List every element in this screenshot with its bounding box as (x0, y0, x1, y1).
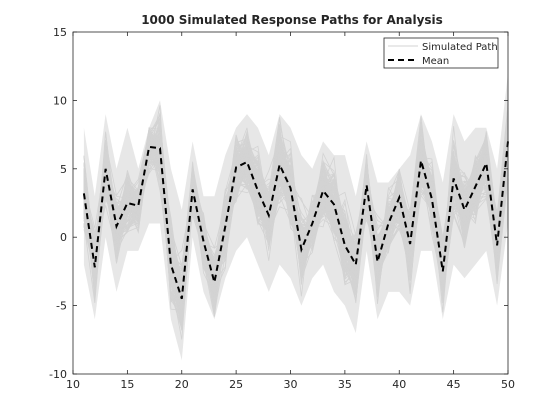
simulated-path-line (83, 144, 509, 298)
y-tick-label: -10 (49, 368, 67, 381)
x-tick-label: 50 (501, 378, 515, 391)
simulated-path-line (83, 140, 509, 317)
y-tick-label: 0 (60, 231, 67, 244)
legend: Simulated Path Mean (383, 37, 499, 69)
chart-title: 1000 Simulated Response Paths for Analys… (141, 13, 443, 27)
y-axis-ticks: -10 -5 0 5 10 15 (49, 26, 508, 381)
legend-label-mean: Mean (422, 56, 449, 67)
x-tick-label: 30 (284, 378, 298, 391)
x-tick-label: 10 (66, 378, 80, 391)
x-tick-label: 45 (447, 378, 461, 391)
legend-label-simulated: Simulated Path (422, 42, 498, 53)
legend-box (383, 37, 499, 69)
y-tick-label: 10 (53, 94, 67, 107)
mean-line (82, 141, 509, 300)
y-tick-label: 15 (53, 26, 67, 39)
x-tick-label: 35 (338, 378, 352, 391)
y-tick-label: -5 (56, 300, 67, 313)
mean-layer (82, 141, 509, 300)
x-tick-label: 40 (392, 378, 406, 391)
x-tick-label: 25 (229, 378, 243, 391)
x-tick-label: 20 (175, 378, 189, 391)
x-tick-label: 15 (120, 378, 134, 391)
y-tick-label: 5 (60, 163, 67, 176)
x-axis-ticks: 10 15 20 25 30 35 40 45 50 (66, 32, 515, 391)
